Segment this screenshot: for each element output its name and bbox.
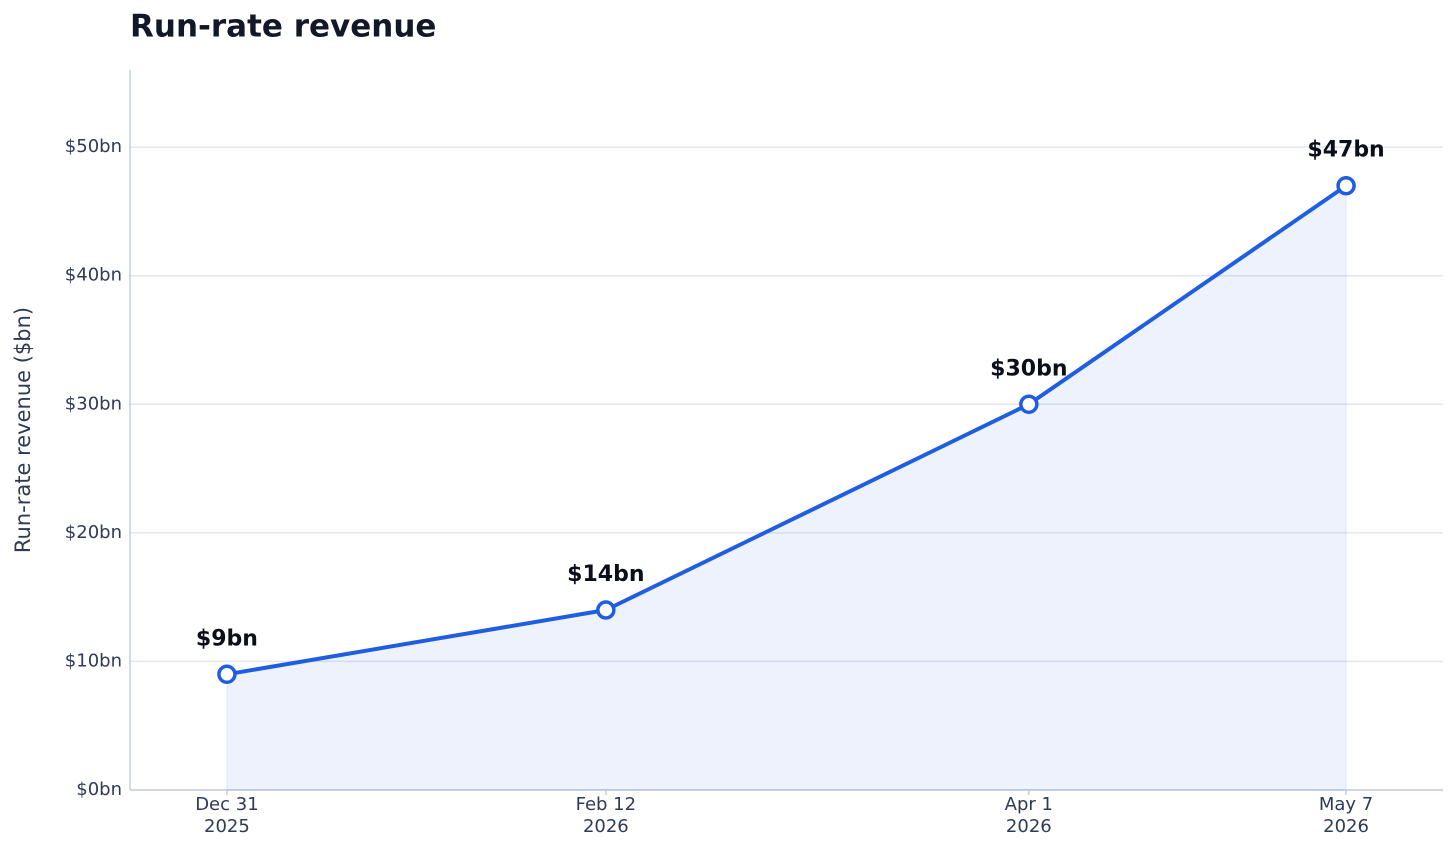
point [1019,394,1039,415]
x-tick-label: Dec 31 2025 [195,794,259,837]
point [596,600,616,620]
point [217,664,237,685]
y-tick-label: $20bn [65,522,122,543]
value-label: $14bn [567,562,644,587]
value-label: $9bn [196,626,258,651]
value-label: $30bn [990,356,1067,381]
x-tick-label: May 7 2026 [1318,794,1374,837]
chart-title: Run-rate revenue [130,9,436,45]
y-axis-label: Run-rate revenue ($bn) [11,307,35,553]
point [1336,175,1356,196]
line [226,184,1348,677]
y-tick-label: $50bn [65,136,122,157]
x-tick-label: Apr 1 2026 [1004,794,1053,837]
y-tick-label: $40bn [65,265,122,286]
y-tick-label: $30bn [65,393,122,414]
value-label: $47bn [1307,138,1384,163]
x-tick-label: Feb 12 2026 [575,794,637,837]
y-tick-label: $10bn [65,650,122,671]
y-tick-label: $0bn [76,779,122,800]
